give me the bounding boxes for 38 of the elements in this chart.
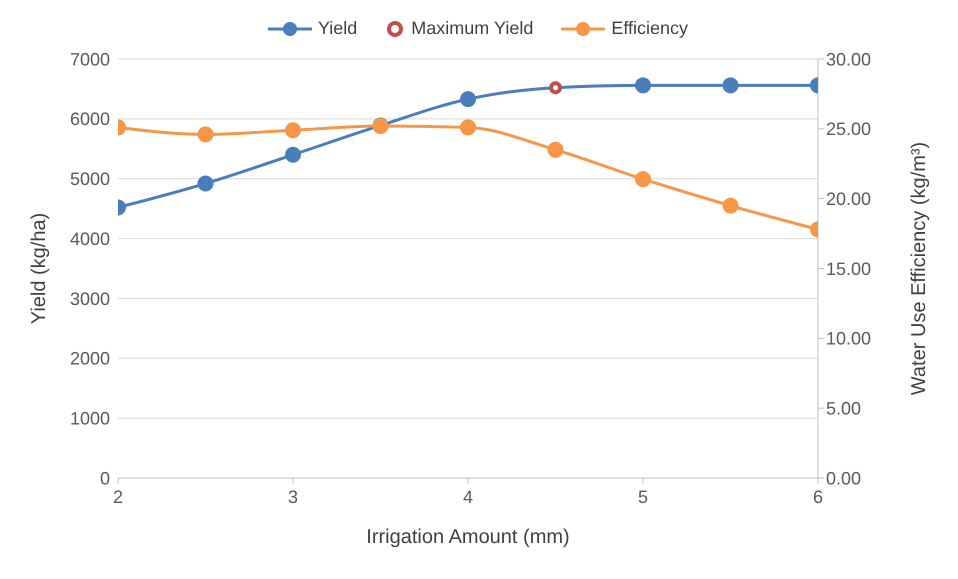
x-axis-title: Irrigation Amount (mm) xyxy=(366,526,570,548)
x-tick-label: 4 xyxy=(462,486,474,507)
y-tick-label: 1000 xyxy=(70,408,110,429)
y2-tick-label: 15.00 xyxy=(826,258,872,279)
y-tick-label: 0 xyxy=(100,468,110,488)
y2-tick-label: 20.00 xyxy=(826,189,872,210)
y-tick-label: 6000 xyxy=(70,109,110,130)
point xyxy=(198,176,214,192)
legend-label: Yield xyxy=(318,18,358,39)
y-tick-label: 7000 xyxy=(70,49,110,70)
x-tick-label: 6 xyxy=(812,486,824,507)
x-tick-label: 3 xyxy=(288,486,298,507)
point xyxy=(548,142,564,158)
point xyxy=(460,119,476,136)
y-tick-label: 3000 xyxy=(70,288,110,309)
point xyxy=(722,198,738,214)
point xyxy=(198,126,214,142)
y2-tick-label: 25.00 xyxy=(826,119,872,140)
point xyxy=(460,91,476,108)
y-tick-label: 5000 xyxy=(70,169,110,190)
point xyxy=(635,171,651,188)
y2-tick-label: 30.00 xyxy=(826,49,872,70)
y-tick-label: 2000 xyxy=(70,348,110,369)
x-tick-label: 2 xyxy=(112,486,124,507)
y2-tick-label: 5.00 xyxy=(826,398,862,419)
point xyxy=(635,77,651,94)
y2-axis-title: Water Use Efficiency (kg/m³) xyxy=(908,142,930,396)
y-axis-title: Yield (kg/ha) xyxy=(28,212,50,324)
y2-tick-label: 10.00 xyxy=(826,328,872,349)
y-tick-label: 4000 xyxy=(70,228,110,249)
point xyxy=(722,77,738,94)
x-tick-label: 5 xyxy=(638,486,648,507)
point xyxy=(285,122,301,138)
point xyxy=(548,81,562,94)
y2-tick-label: 0.00 xyxy=(826,468,862,488)
legend-label: Efficiency xyxy=(611,18,688,39)
point xyxy=(285,146,301,163)
legend-label: Maximum Yield xyxy=(411,18,534,39)
